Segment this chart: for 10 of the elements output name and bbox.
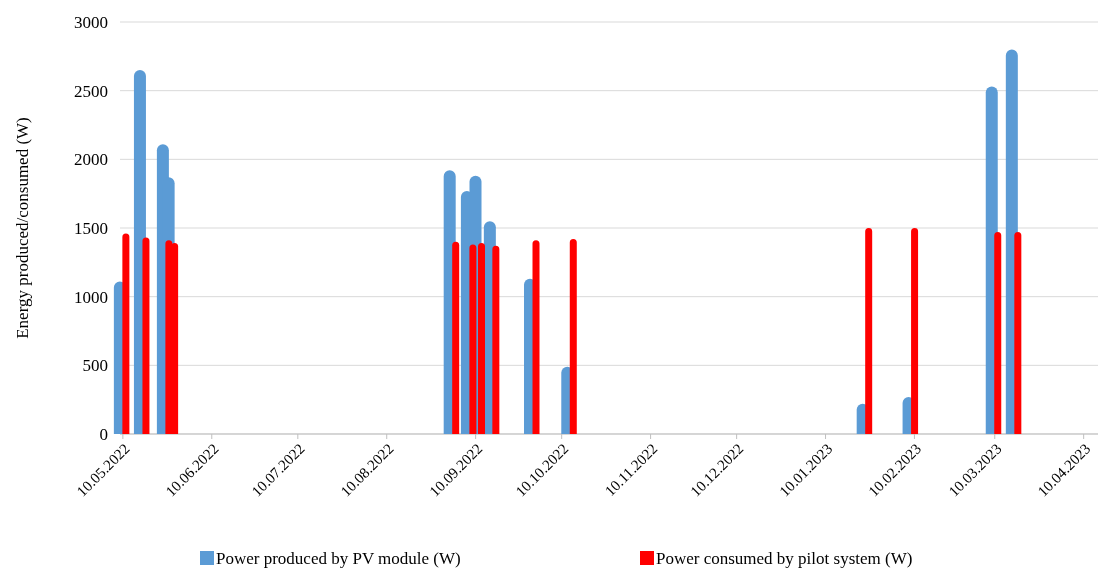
y-tick-label: 2500 — [74, 81, 108, 101]
y-tick-label: 3000 — [74, 12, 108, 32]
y-axis-title: Energy produced/consumed (W) — [13, 117, 32, 339]
y-tick-label: 1500 — [74, 218, 108, 238]
y-tick-label: 2000 — [74, 150, 108, 170]
y-tick-label: 500 — [82, 356, 108, 376]
legend-label: Power produced by PV module (W) — [216, 548, 461, 568]
y-tick-label: 0 — [99, 424, 108, 444]
y-tick-label: 1000 — [74, 287, 108, 307]
legend-label: Power consumed by pilot system (W) — [656, 548, 913, 568]
